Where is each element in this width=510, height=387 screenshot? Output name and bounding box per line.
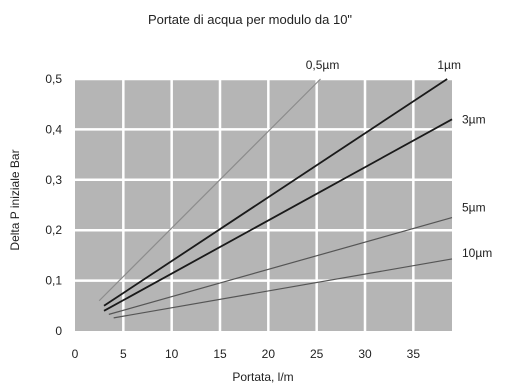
series-label: 5µm [462, 201, 486, 215]
series-line [108, 217, 453, 315]
series-line [103, 78, 448, 307]
series-label: 0,5µm [306, 58, 340, 72]
series-line [113, 258, 453, 319]
x-axis-label: Portata, l/m [232, 370, 293, 384]
x-tick-label: 35 [407, 347, 421, 361]
y-tick-label: 0,4 [45, 122, 62, 136]
x-tick-label: 15 [213, 347, 227, 361]
x-tick-label: 20 [262, 347, 276, 361]
series-label: 1µm [437, 58, 461, 72]
y-tick-labels: 0 0,1 0,2 0,3 0,4 0,5 [45, 72, 62, 338]
series-lines [98, 78, 453, 319]
y-tick-label: 0,2 [45, 223, 62, 237]
x-tick-label: 10 [165, 347, 179, 361]
y-tick-label: 0,3 [45, 173, 62, 187]
chart-title: Portate di acqua per modulo da 10" [148, 12, 352, 27]
x-tick-label: 25 [310, 347, 324, 361]
plot-area [75, 79, 452, 331]
series-labels: 0,5µm 1µm 3µm 5µm 10µm [306, 58, 493, 260]
series-line [98, 78, 321, 302]
y-tick-label: 0,1 [45, 274, 62, 288]
series-label: 10µm [462, 246, 492, 260]
y-tick-label: 0,5 [45, 72, 62, 86]
series-label: 3µm [462, 112, 486, 126]
x-tick-label: 5 [120, 347, 127, 361]
grid [75, 77, 452, 331]
x-tick-label: 30 [358, 347, 372, 361]
series-line [103, 118, 453, 312]
x-tick-labels: 0 5 10 15 20 25 30 35 [72, 347, 421, 361]
x-tick-label: 0 [72, 347, 79, 361]
y-axis-label: Delta P iniziale Bar [8, 149, 22, 250]
y-tick-label: 0 [55, 324, 62, 338]
